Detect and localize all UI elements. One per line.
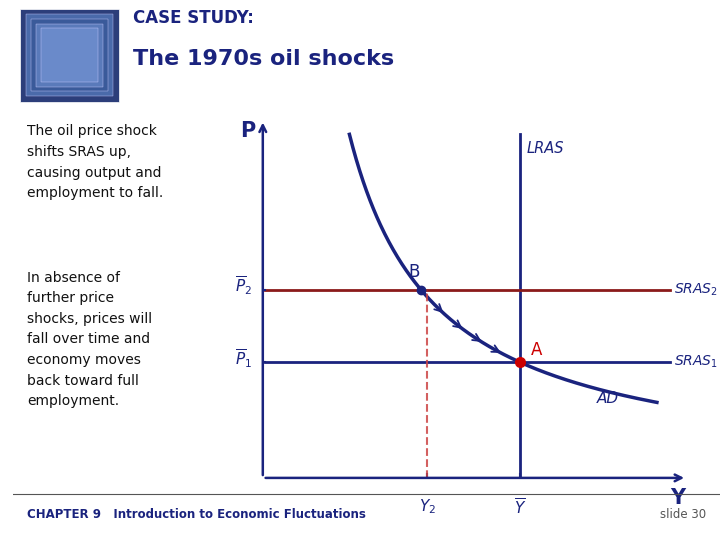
FancyBboxPatch shape <box>20 9 119 102</box>
Text: The 1970s oil shocks: The 1970s oil shocks <box>133 49 395 69</box>
Text: slide 30: slide 30 <box>660 508 706 521</box>
Text: AD: AD <box>597 391 619 406</box>
Text: $\mathbf{Y}$: $\mathbf{Y}$ <box>670 488 687 508</box>
Text: CHAPTER 9   Introduction to Economic Fluctuations: CHAPTER 9 Introduction to Economic Fluct… <box>27 508 366 521</box>
Text: A: A <box>531 341 543 359</box>
Text: $\overline{P}_1$: $\overline{P}_1$ <box>235 347 252 370</box>
Text: $SRAS_2$: $SRAS_2$ <box>674 281 718 298</box>
Text: $\mathbf{P}$: $\mathbf{P}$ <box>240 120 256 140</box>
Text: The oil price shock
shifts SRAS up,
causing output and
employment to fall.: The oil price shock shifts SRAS up, caus… <box>27 124 163 200</box>
Text: $\overline{Y}$: $\overline{Y}$ <box>513 498 526 518</box>
Text: $Y_2$: $Y_2$ <box>419 498 436 516</box>
FancyBboxPatch shape <box>41 28 98 82</box>
Text: LRAS: LRAS <box>526 141 564 157</box>
FancyBboxPatch shape <box>36 24 103 86</box>
Text: CASE STUDY:: CASE STUDY: <box>133 9 254 26</box>
FancyBboxPatch shape <box>31 19 108 91</box>
Text: $\overline{P}_2$: $\overline{P}_2$ <box>235 275 252 298</box>
Text: $SRAS_1$: $SRAS_1$ <box>674 354 718 370</box>
FancyBboxPatch shape <box>26 14 113 96</box>
Text: In absence of
further price
shocks, prices will
fall over time and
economy moves: In absence of further price shocks, pric… <box>27 271 152 408</box>
Text: B: B <box>409 263 420 281</box>
